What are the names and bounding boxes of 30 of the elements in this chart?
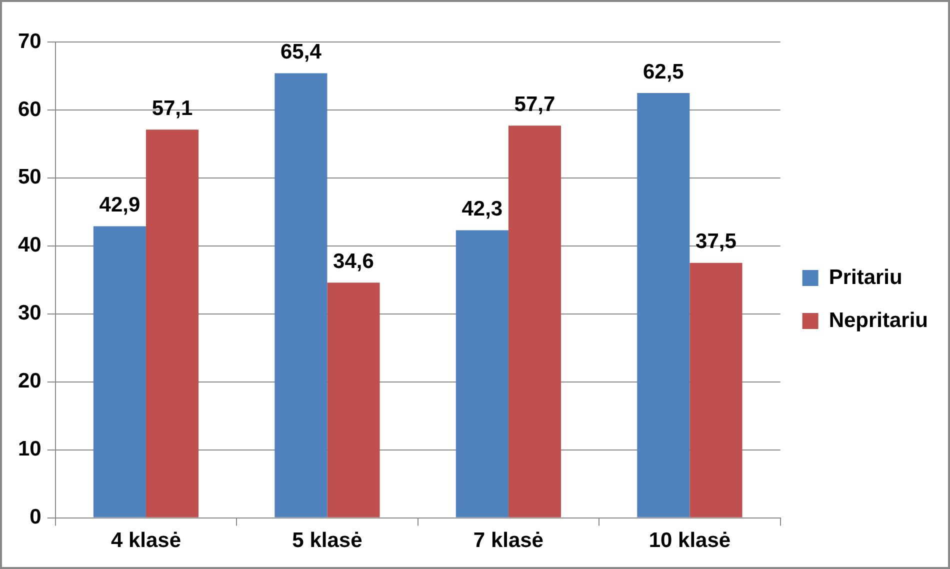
y-tick-label: 40 [18,234,42,257]
bar [690,262,742,518]
data-label: 42,3 [462,198,503,221]
data-label: 42,9 [99,194,140,216]
y-tick-label: 30 [18,302,42,325]
data-label: 62,5 [642,60,684,84]
data-label: 37,5 [696,230,737,254]
y-tick-label: 50 [18,166,42,189]
bar [327,282,380,518]
data-label: 65,4 [280,40,322,64]
data-label: 34,6 [333,250,374,273]
data-label: 57,7 [514,92,556,116]
bar [146,130,199,518]
x-tick-label: 5 klasė [292,529,362,552]
y-tick-label: 10 [18,438,42,461]
y-tick-label: 20 [18,370,42,393]
x-tick-label: 10 klasė [648,529,731,552]
y-tick-label: 0 [30,506,42,529]
x-tick-label: 4 klasė [110,529,182,552]
y-tick-label: 70 [18,30,42,53]
y-tick-label: 60 [18,98,42,121]
bar [637,92,690,518]
x-tick-label: 7 klasė [473,529,544,552]
data-label: 57,1 [152,96,194,120]
legend-label: Pritariu [828,266,902,289]
bar [274,73,328,518]
bar [508,126,562,518]
legend-label: Nepritariu [828,308,928,332]
bar [456,230,508,518]
bar [93,226,146,518]
